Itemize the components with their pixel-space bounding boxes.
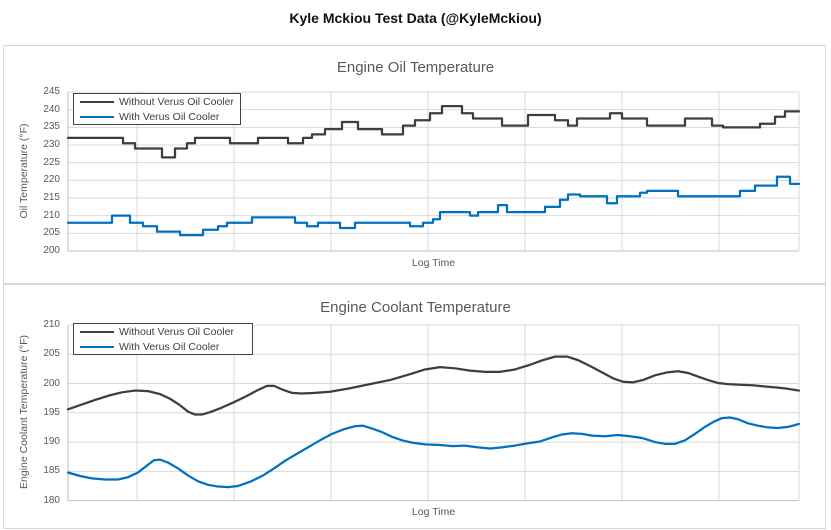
without-verus-line-swatch (80, 330, 114, 333)
y-tick-label: 220 (43, 174, 60, 186)
legend-item-with-verus: With Verus Oil Cooler (74, 339, 252, 354)
legend-item-with-verus: With Verus Oil Cooler (74, 109, 240, 124)
legend-item-without-verus: Without Verus Oil Cooler (74, 324, 252, 339)
y-tick-label: 235 (43, 121, 60, 133)
y-tick-label: 205 (43, 227, 60, 239)
coolant-series-with-verus (66, 416, 801, 489)
page-title: Kyle Mckiou Test Data (@KyleMckiou) (289, 10, 542, 26)
y-tick-label: 210 (43, 319, 60, 330)
y-tick-label: 230 (43, 139, 60, 150)
coolant-legend: Without Verus Oil Cooler With Verus Oil … (73, 323, 253, 355)
y-tick-label: 240 (43, 103, 60, 115)
oil-chart-title: Engine Oil Temperature (336, 59, 495, 76)
y-tick-label: 195 (43, 406, 60, 418)
oil-chart-panel (3, 45, 826, 284)
legend-label: With Verus Oil Cooler (119, 110, 220, 123)
oil-series-with-verus (66, 175, 801, 237)
y-tick-label: 205 (43, 348, 60, 360)
legend-item-without-verus: Without Verus Oil Cooler (74, 94, 240, 109)
y-tick-label: 225 (43, 156, 60, 168)
coolant-x-axis-label: Log Time (411, 506, 456, 518)
y-tick-label: 185 (43, 465, 60, 477)
without-verus-line-swatch (80, 100, 114, 103)
oil-series-without-verus (66, 105, 801, 159)
oil-x-axis-label: Log Time (411, 257, 456, 269)
y-tick-label: 200 (43, 245, 60, 256)
y-tick-label: 180 (43, 494, 60, 506)
y-tick-label: 190 (43, 436, 60, 448)
y-tick-label: 245 (43, 86, 60, 97)
legend-label: Without Verus Oil Cooler (119, 95, 234, 108)
y-tick-label: 215 (43, 192, 60, 203)
legend-label: Without Verus Oil Cooler (119, 325, 234, 338)
with-verus-line-swatch (80, 345, 114, 348)
coolant-chart-title: Engine Coolant Temperature (320, 299, 511, 316)
legend-label: With Verus Oil Cooler (119, 340, 220, 353)
y-tick-label: 200 (43, 377, 60, 389)
y-tick-label: 210 (43, 209, 60, 221)
coolant-series-without-verus (66, 355, 801, 416)
oil-legend: Without Verus Oil Cooler With Verus Oil … (73, 93, 241, 125)
with-verus-line-swatch (80, 115, 114, 118)
